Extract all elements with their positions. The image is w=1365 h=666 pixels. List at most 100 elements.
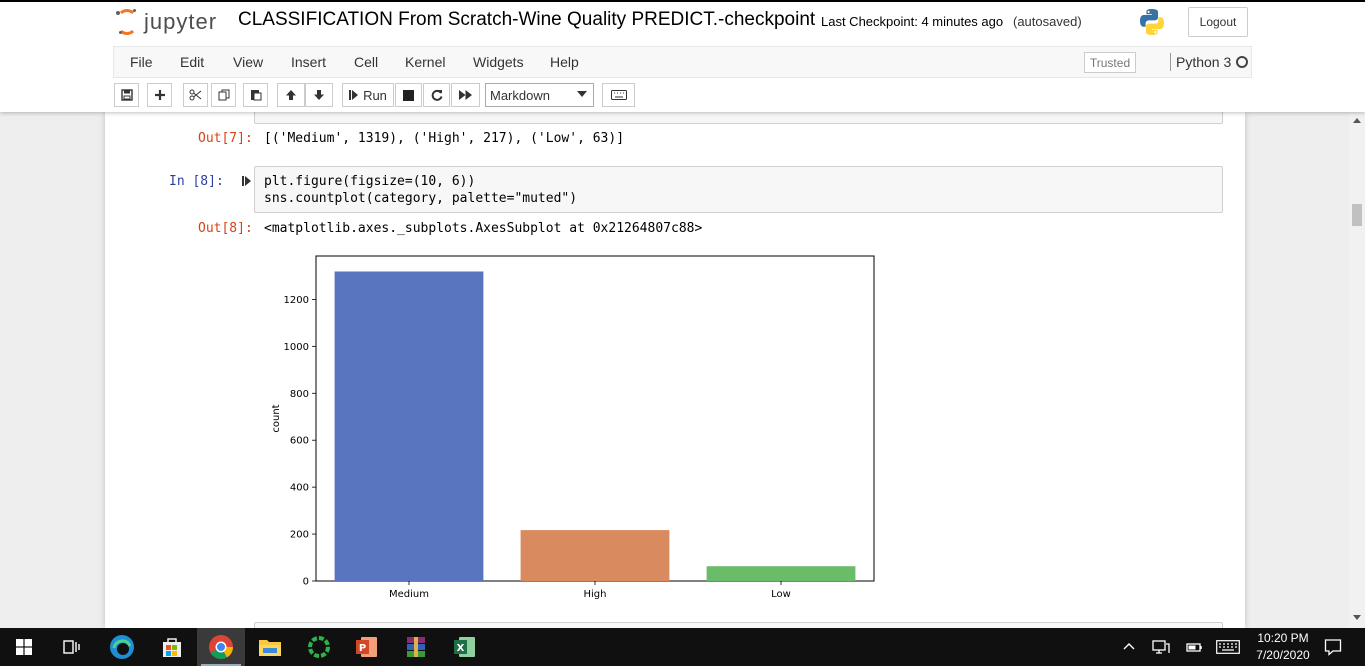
menu-edit[interactable]: Edit xyxy=(180,54,205,70)
restart-run-all-button[interactable] xyxy=(451,83,480,107)
cut-button[interactable] xyxy=(183,83,208,107)
previous-cell-input[interactable] xyxy=(254,112,1223,124)
edge-icon xyxy=(110,635,134,659)
run-button-label: Run xyxy=(363,87,387,103)
notification-icon[interactable] xyxy=(1324,638,1342,656)
menu-bar: File Edit View Insert Cell Kernel Widget… xyxy=(113,46,1252,78)
notebook-container: Out[7]: [('Medium', 1319), ('High', 217)… xyxy=(105,112,1245,628)
page-scrollbar[interactable] xyxy=(1349,112,1365,628)
jupyter-logo[interactable]: jupyter xyxy=(116,7,217,37)
taskbar-file-explorer[interactable] xyxy=(246,628,294,666)
restart-kernel-button[interactable] xyxy=(423,83,450,107)
move-up-button[interactable] xyxy=(277,83,305,107)
menu-view[interactable]: View xyxy=(233,54,264,70)
y-tick-label: 0 xyxy=(303,577,309,588)
chrome-icon xyxy=(209,635,233,660)
notebook-toolbar: Run Markdown xyxy=(113,82,1252,108)
powerpoint-icon: P xyxy=(356,637,377,657)
python-logo-icon xyxy=(1140,9,1164,35)
taskbar-winrar[interactable] xyxy=(392,628,440,666)
chevron-down-icon xyxy=(577,91,587,97)
x-tick-label: Medium xyxy=(389,589,429,600)
clock-date[interactable]: 7/20/2020 xyxy=(1256,648,1310,662)
start-button[interactable] xyxy=(0,628,48,666)
scrollbar-thumb[interactable] xyxy=(1352,204,1362,226)
green-ring-icon xyxy=(308,636,330,658)
countplot-chart: 0 200 400 600 800 1000 1200 Medium High Low coun… xyxy=(271,255,875,600)
logout-button[interactable]: Logout xyxy=(1188,7,1248,37)
chevron-up-icon[interactable] xyxy=(1123,642,1135,650)
code-line-2: sns.countplot(category, palette="muted") xyxy=(264,191,578,206)
output-prompt: Out[7]: xyxy=(198,131,253,146)
task-view-icon xyxy=(63,640,80,654)
taskbar-store[interactable] xyxy=(148,628,196,666)
paste-button[interactable] xyxy=(243,83,268,107)
output-text: <matplotlib.axes._subplots.AxesSubplot a… xyxy=(264,221,703,236)
save-icon xyxy=(120,89,133,101)
jupyter-logo-icon xyxy=(116,9,138,35)
folder-icon xyxy=(259,640,281,656)
chart-y-axis-label: count xyxy=(271,404,282,432)
svg-text:P: P xyxy=(359,643,366,654)
trusted-indicator[interactable]: Trusted xyxy=(1084,52,1136,73)
code-cell-input[interactable]: plt.figure(figsize=(10, 6)) sns.countplo… xyxy=(254,166,1223,213)
save-button[interactable] xyxy=(114,83,139,107)
taskbar-excel[interactable]: X xyxy=(441,628,489,666)
scroll-up-icon[interactable] xyxy=(1353,118,1361,123)
next-cell-input[interactable] xyxy=(254,622,1223,628)
bar-medium xyxy=(334,271,484,581)
y-tick-label: 400 xyxy=(290,483,309,494)
taskbar-green-app[interactable] xyxy=(295,628,343,666)
menu-kernel[interactable]: Kernel xyxy=(405,54,446,70)
plus-icon xyxy=(154,90,165,100)
kernel-separator xyxy=(1170,53,1171,71)
copy-button[interactable] xyxy=(211,83,236,107)
command-palette-button[interactable] xyxy=(602,83,635,107)
code-line-1: plt.figure(figsize=(10, 6)) xyxy=(264,174,476,189)
keyboard-icon[interactable] xyxy=(1216,640,1240,654)
menu-file[interactable]: File xyxy=(130,54,153,70)
store-icon xyxy=(163,638,181,657)
battery-icon[interactable] xyxy=(1185,639,1203,655)
y-tick-label: 600 xyxy=(290,436,309,447)
run-cell-icon[interactable] xyxy=(242,175,252,187)
stop-icon xyxy=(403,89,414,101)
y-tick-label: 1200 xyxy=(284,295,309,306)
taskbar-chrome[interactable] xyxy=(197,628,245,666)
header-top-border xyxy=(0,0,1365,2)
output-prompt: Out[8]: xyxy=(198,221,253,236)
insert-cell-button[interactable] xyxy=(147,83,172,107)
keyboard-icon xyxy=(610,90,627,100)
clock-time[interactable]: 10:20 PM xyxy=(1257,631,1309,645)
scroll-down-icon[interactable] xyxy=(1353,615,1361,620)
taskbar-powerpoint[interactable]: P xyxy=(343,628,391,666)
winrar-icon xyxy=(407,637,425,657)
step-forward-icon xyxy=(349,90,359,100)
y-tick-label: 800 xyxy=(290,389,309,400)
kernel-name[interactable]: Python 3 xyxy=(1176,54,1232,70)
task-view-button[interactable] xyxy=(48,628,96,666)
run-button[interactable]: Run xyxy=(342,83,394,107)
input-prompt: In [8]: xyxy=(169,174,224,189)
x-tick-label: High xyxy=(584,589,607,600)
menu-insert[interactable]: Insert xyxy=(291,54,327,70)
cell-type-select[interactable]: Markdown xyxy=(485,83,594,107)
move-down-button[interactable] xyxy=(305,83,333,107)
network-icon[interactable] xyxy=(1152,639,1170,655)
chart-xticks-group: Medium High Low xyxy=(389,581,791,600)
arrow-up-icon xyxy=(286,90,296,100)
menu-help[interactable]: Help xyxy=(550,54,579,70)
menu-cell[interactable]: Cell xyxy=(354,54,379,70)
svg-text:X: X xyxy=(457,643,465,654)
interrupt-kernel-button[interactable] xyxy=(395,83,422,107)
notebook-title[interactable]: CLASSIFICATION From Scratch-Wine Quality… xyxy=(238,9,816,30)
scissors-icon xyxy=(189,89,202,101)
copy-icon xyxy=(218,89,229,101)
x-tick-label: Low xyxy=(771,589,791,600)
notebook-header: jupyter CLASSIFICATION From Scratch-Wine… xyxy=(0,0,1365,112)
paste-icon xyxy=(250,90,261,101)
chart-bars-group xyxy=(334,271,856,581)
menu-widgets[interactable]: Widgets xyxy=(473,54,524,70)
taskbar-edge[interactable] xyxy=(98,628,146,666)
jupyter-logo-text: jupyter xyxy=(144,9,218,34)
